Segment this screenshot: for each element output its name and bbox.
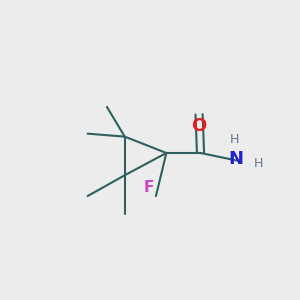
Text: F: F — [144, 180, 154, 195]
Text: N: N — [229, 150, 244, 168]
Text: O: O — [191, 117, 207, 135]
Text: H: H — [254, 157, 263, 170]
Text: H: H — [230, 133, 239, 146]
